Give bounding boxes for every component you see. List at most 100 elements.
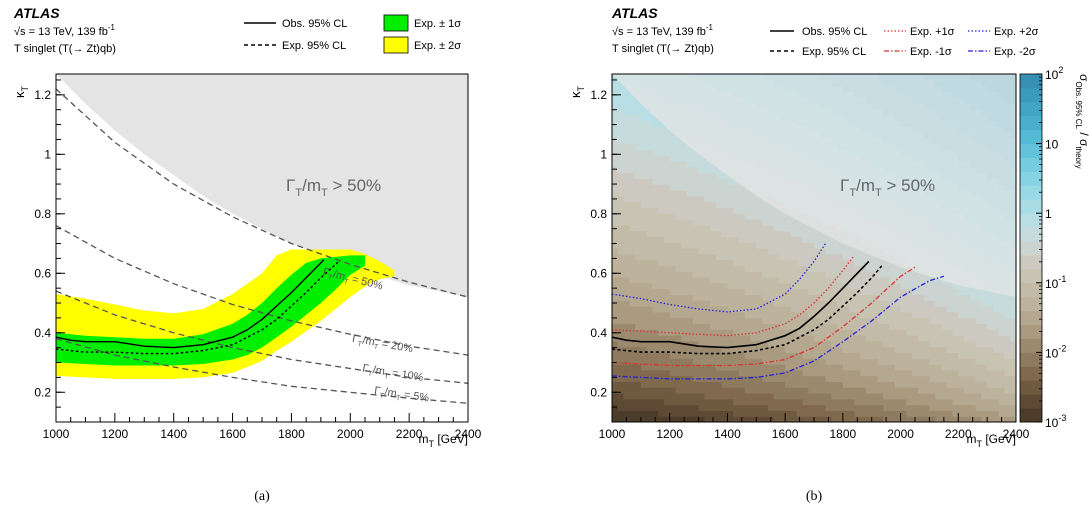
- heatmap-cell: [733, 335, 740, 342]
- width-label-part: T: [357, 341, 363, 349]
- heatmap-cell: [623, 387, 630, 394]
- heatmap-cell: [1010, 358, 1016, 365]
- heatmap-cell: [762, 329, 769, 336]
- heatmap-cell: [894, 306, 902, 313]
- heatmap-cell: [808, 381, 815, 388]
- colorbar-segment: [1020, 268, 1042, 284]
- heatmap-cell: [964, 404, 971, 411]
- heatmap-cell: [698, 346, 705, 353]
- heatmap-cell: [802, 393, 809, 400]
- heatmap-cell: [848, 311, 855, 319]
- heatmap-cell: [727, 219, 734, 226]
- heatmap-cell: [640, 213, 648, 220]
- heatmap-cell: [640, 282, 648, 290]
- heatmap-cell: [687, 253, 694, 261]
- heatmap-cell: [629, 172, 636, 179]
- heatmap-cell: [767, 346, 775, 353]
- heatmap-cell: [733, 207, 740, 214]
- heatmap-cell: [814, 317, 821, 324]
- heatmap-cell: [808, 398, 815, 406]
- heatmap-cell: [675, 323, 682, 330]
- heatmap-cell: [814, 242, 821, 249]
- heatmap-cell: [848, 329, 855, 336]
- heatmap-cell: [837, 381, 844, 388]
- heatmap-cell: [663, 161, 671, 168]
- heatmap-cell: [721, 335, 729, 342]
- heatmap-cell: [969, 311, 977, 319]
- heatmap-cell: [808, 375, 815, 382]
- heatmap-cell: [767, 224, 775, 232]
- heatmap-cell: [663, 184, 671, 191]
- heatmap-cell: [790, 364, 798, 371]
- heatmap-cell: [646, 311, 653, 319]
- heatmap-cell: [767, 340, 775, 348]
- heatmap-cell: [652, 317, 659, 324]
- heatmap-cell: [1010, 300, 1016, 307]
- heatmap-cell: [629, 248, 636, 255]
- heatmap-cell: [819, 306, 827, 313]
- heatmap-cell: [721, 404, 729, 411]
- heatmap-cell: [894, 393, 902, 400]
- heatmap-cell: [917, 300, 925, 307]
- heatmap-cell: [889, 387, 896, 394]
- heatmap-cell: [692, 381, 700, 388]
- heatmap-cell: [681, 172, 688, 179]
- heatmap-cell: [629, 126, 636, 133]
- heatmap-cell: [837, 277, 844, 284]
- heatmap-cell: [946, 375, 954, 382]
- heatmap-cell: [640, 265, 648, 272]
- heatmap-cell: [698, 369, 705, 377]
- heatmap-cell: [669, 369, 677, 377]
- heatmap-cell: [946, 340, 954, 348]
- heatmap-cell: [629, 358, 636, 365]
- heatmap-cell: [952, 294, 959, 301]
- heatmap-cell: [756, 224, 763, 232]
- panel-a-chart: 1000 1200 1400 1600 1800 2000 2200 24000.20.40.…: [12, 5, 482, 449]
- heatmap-cell: [629, 294, 636, 301]
- heatmap-cell: [842, 340, 850, 348]
- heatmap-cell: [646, 369, 653, 377]
- heatmap-cell: [640, 143, 648, 150]
- heatmap-cell: [767, 294, 775, 301]
- heatmap-cell: [727, 323, 734, 330]
- heatmap-cell: [710, 381, 717, 388]
- heatmap-cell: [704, 358, 711, 365]
- heatmap-cell: [877, 387, 884, 394]
- heatmap-cell: [929, 282, 936, 290]
- heatmap-cell: [681, 259, 688, 266]
- heatmap-cell: [658, 166, 665, 174]
- heatmap-cell: [981, 300, 988, 307]
- heatmap-cell: [935, 358, 942, 365]
- heatmap-cell: [877, 410, 884, 417]
- heatmap-cell: [762, 236, 769, 243]
- heatmap-cell: [964, 364, 971, 371]
- heatmap-cell: [750, 410, 757, 417]
- heatmap-cell: [785, 404, 792, 411]
- heatmap-cell: [681, 178, 688, 185]
- heatmap-cell: [819, 248, 827, 255]
- heatmap-cell: [814, 253, 821, 261]
- heatmap-cell: [975, 398, 982, 406]
- heatmap-cell: [658, 340, 665, 348]
- heatmap-cell: [623, 398, 630, 406]
- heatmap-cell: [629, 288, 636, 295]
- heatmap-cell: [940, 387, 948, 394]
- heatmap-cell: [669, 335, 677, 342]
- heatmap-cell: [894, 398, 902, 406]
- heatmap-cell: [848, 387, 855, 394]
- heatmap-cell: [871, 329, 879, 336]
- heatmap-cell: [900, 398, 907, 406]
- heatmap-cell: [698, 184, 705, 191]
- heatmap-cell: [1010, 329, 1016, 336]
- heatmap-cell: [687, 219, 694, 226]
- heatmap-cell: [952, 416, 959, 422]
- heatmap-cell: [623, 323, 630, 330]
- heatmap-cell: [814, 288, 821, 295]
- heatmap-cell: [790, 248, 798, 255]
- heatmap-cell: [865, 369, 873, 377]
- heatmap-cell: [958, 410, 965, 417]
- heatmap-cell: [710, 224, 717, 232]
- heatmap-cell: [635, 242, 642, 249]
- heatmap-cell: [889, 294, 896, 301]
- heatmap-cell: [681, 381, 688, 388]
